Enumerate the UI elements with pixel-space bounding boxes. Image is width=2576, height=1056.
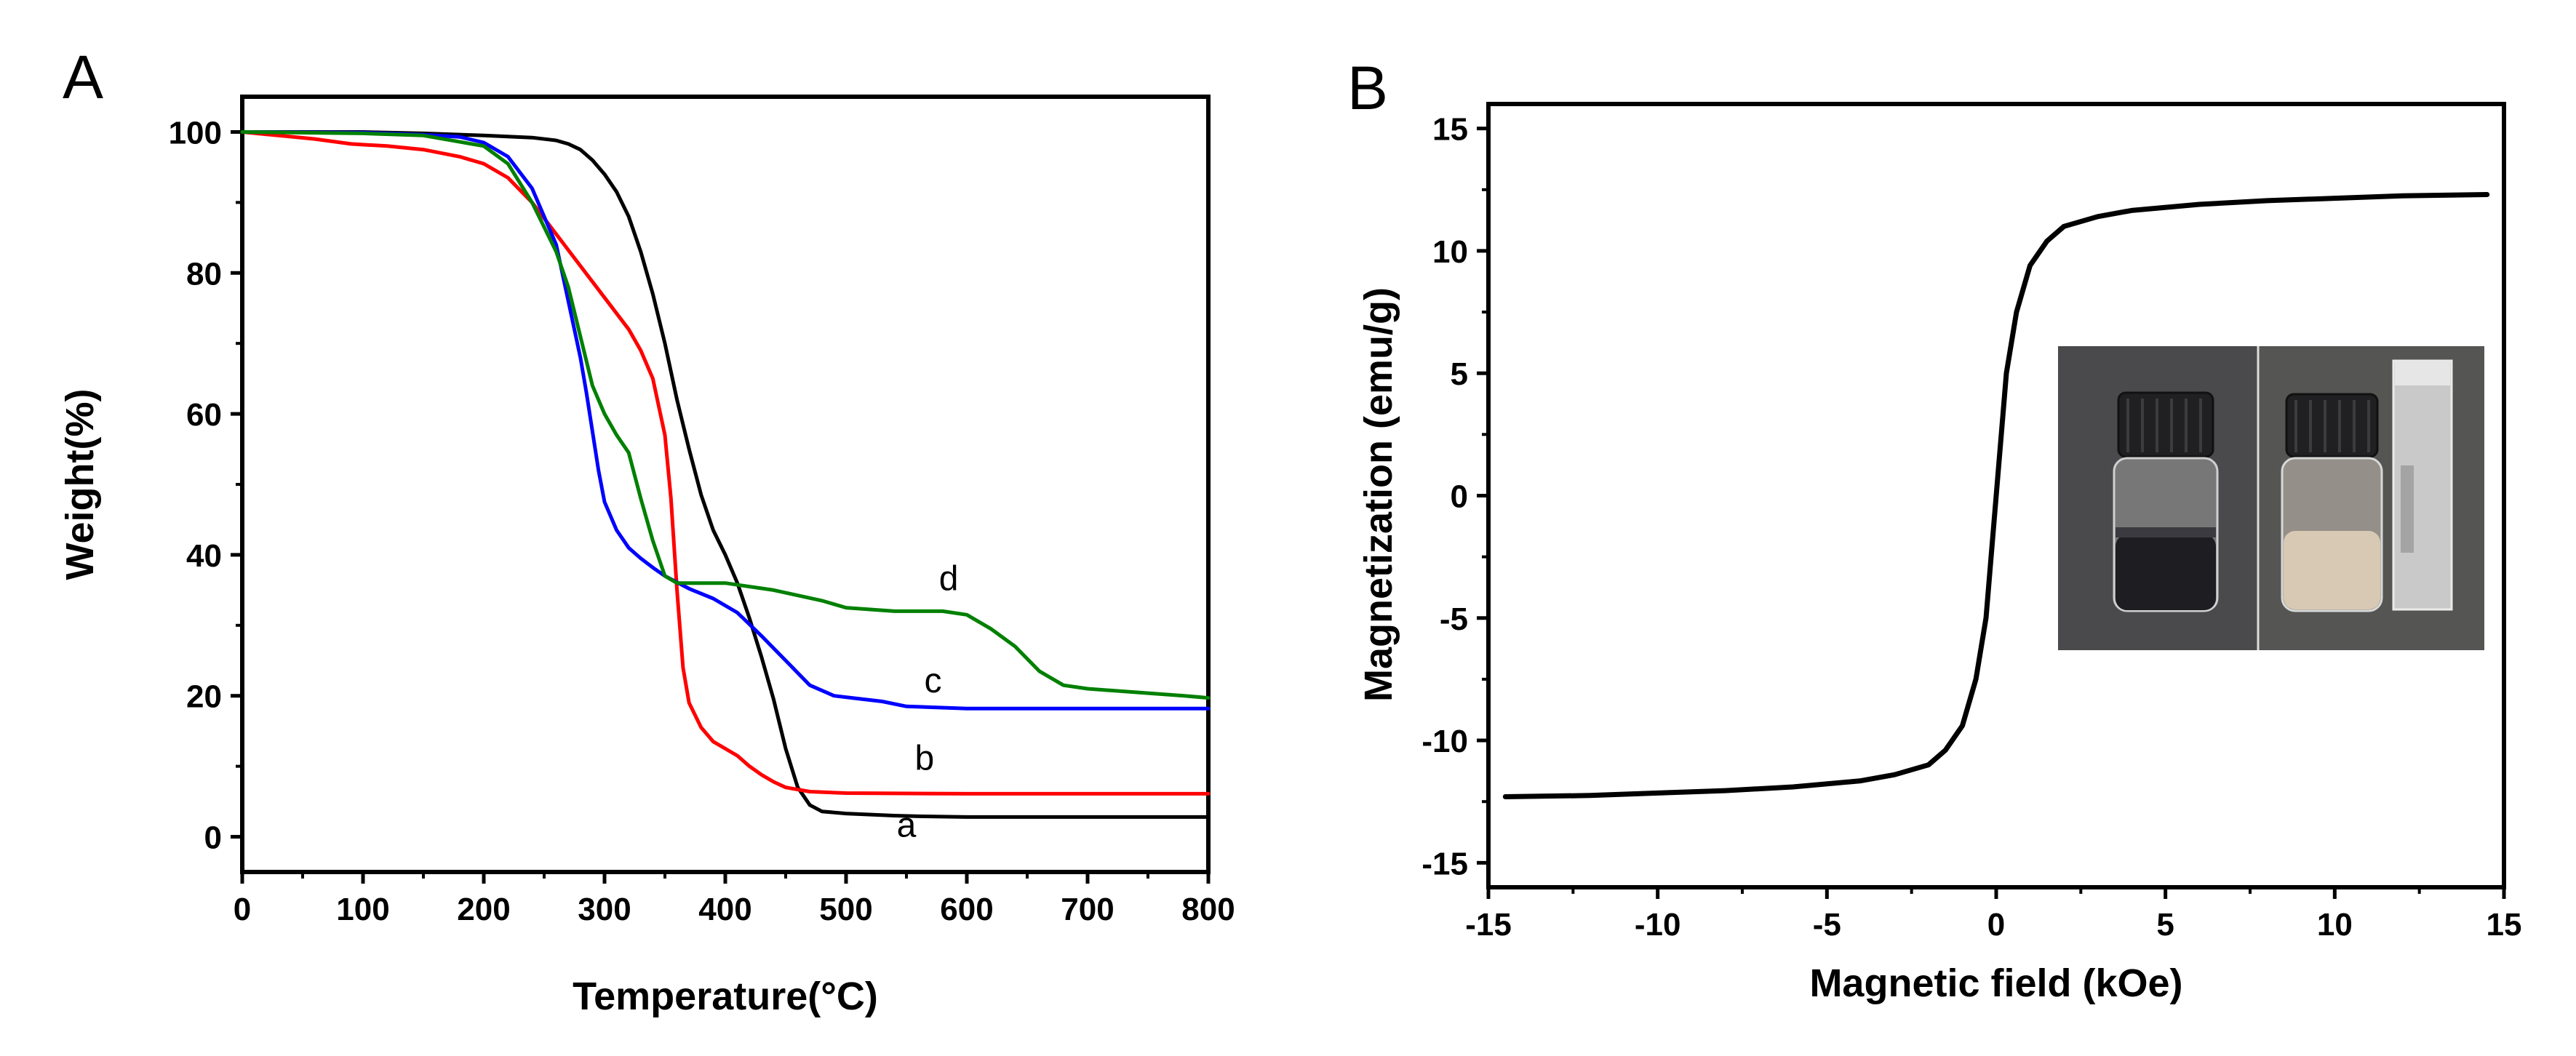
panel-a-x-tick-label: 300 [578,892,631,927]
panel-b-x-tick-label: -10 [1635,907,1681,943]
panel-letter-b: B [1347,54,1388,122]
panel-a-series-line-c [240,130,1211,711]
panel-a-series-line-d [240,130,1211,700]
panel-b-y-tick-label: 15 [1432,112,1468,148]
panel-a-curve-label-d: d [939,559,959,598]
panel-a-y-tick-label: 60 [186,397,222,433]
panel-a-curve-label-c: c [925,662,942,700]
panel-a-curves [240,130,1211,819]
panel-a-series-line-a [240,130,1211,819]
panel-b-y-tick-label: -10 [1421,724,1468,759]
panel-a-ticks: 0 100 200 300 400 500 600 700 800 0 20 40 60 80 100 [169,115,1235,927]
vial-separated [2281,393,2383,612]
panel-b-ticks: -15 -10 -5 0 5 10 15 -15 -10 -5 0 5 10 15 [1421,112,2521,943]
panel-a-y-tick-label: 0 [204,820,222,856]
panel-b-x-tick-label: 10 [2317,907,2353,943]
panel-b-x-tick-label: 5 [2156,907,2174,943]
panel-b-y-tick-label: 10 [1432,234,1468,270]
panel-a-x-tick-label: 0 [234,892,251,927]
panel-a-y-axis-label: Weight(%) [58,389,102,580]
panel-a-x-tick-label: 800 [1181,892,1235,927]
panel-a-y-tick-label: 100 [169,115,222,151]
panel-b-series-line-magnetization [1502,192,2490,799]
panel-a-x-tick-label: 700 [1061,892,1114,927]
panel-a-x-tick-label: 100 [336,892,389,927]
panel-b-y-tick-label: -5 [1440,601,1468,637]
panel-b-magnetization-chart: -15 -10 -5 0 5 10 15 -15 -10 -5 0 5 10 15 Magnetic fi… [1357,102,2521,1005]
panel-a-y-tick-label: 40 [186,538,222,574]
panel-a-curve-label-a: a [897,807,917,845]
panel-a-x-axis-label: Temperature(°C) [573,975,878,1018]
vial-dispersed [2113,391,2219,612]
panel-b-x-tick-label: 0 [1987,907,2005,943]
panel-b-curves [1502,192,2490,799]
panel-a-plot-frame [240,95,1211,874]
panel-b-y-tick-label: -15 [1421,846,1468,881]
panel-a-x-tick-label: 600 [940,892,993,927]
panel-letter-a: A [63,43,103,111]
panel-a-curve-label-b: b [915,739,935,777]
panel-b-x-tick-label: -15 [1465,907,1512,943]
panel-b-x-tick-label: -5 [1813,907,1841,943]
panel-a-y-tick-label: 80 [186,256,222,292]
panel-a-curve-labels: ab c d [897,559,959,844]
panel-b-y-tick-label: 5 [1451,356,1468,392]
panel-b-y-axis-label: Magnetization (emu/g) [1357,287,1400,702]
panel-a-tga-chart: 0 100 200 300 400 500 600 700 800 0 20 40 60 80 100 ab… [58,95,1235,1018]
panel-a-y-tick-label: 20 [186,679,222,715]
panel-a-series-line-b [240,130,1211,796]
panel-a-x-tick-label: 500 [819,892,872,927]
panel-b-y-tick-label: 0 [1451,479,1468,515]
magnet-block [2392,359,2453,611]
panel-a-x-tick-label: 200 [457,892,510,927]
panel-b-x-axis-label: Magnetic field (kOe) [1809,961,2182,1005]
panel-b-x-tick-label: 15 [2487,907,2522,943]
panel-a-x-tick-label: 400 [698,892,751,927]
panel-b-inset-photo [2058,346,2484,650]
